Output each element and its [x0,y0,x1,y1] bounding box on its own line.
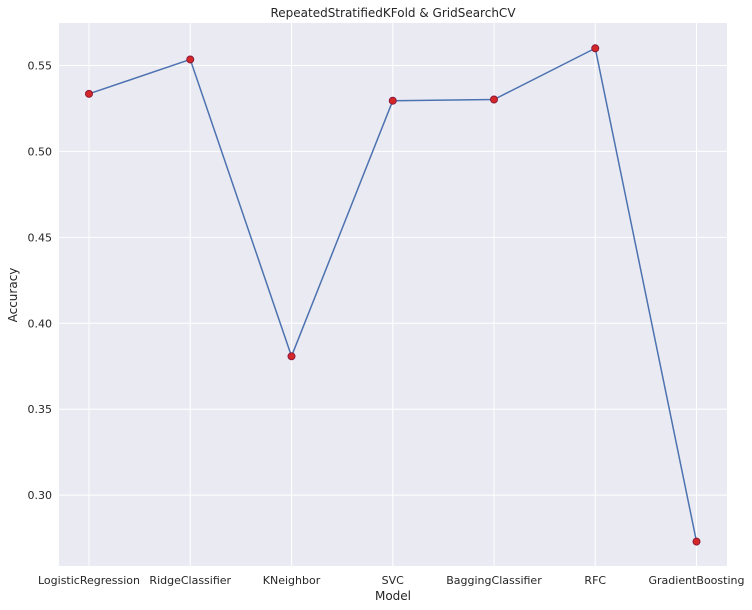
y-axis-label: Accuracy [6,268,20,323]
x-tick-label: RFC [584,574,606,587]
data-point [388,96,397,105]
y-tick-label: 0.55 [28,59,53,72]
x-tick-label: LogisticRegression [38,574,140,587]
y-tick-label: 0.35 [28,403,53,416]
series-layer [85,44,701,546]
y-tick-label: 0.40 [28,317,53,330]
y-tick-label: 0.30 [28,489,53,502]
y-tick-label: 0.50 [28,145,53,158]
grid-lines [59,23,727,566]
x-tick-label: RidgeClassifier [149,574,231,587]
x-tick-label: SVC [382,574,405,587]
data-point [186,55,195,64]
x-tick-label: GradientBoosting [649,574,745,587]
y-tick-label: 0.45 [28,231,53,244]
chart-title: RepeatedStratifiedKFold & GridSearchCV [270,6,516,20]
x-axis-label: Model [375,589,411,603]
x-tick-label: BaggingClassifier [446,574,542,587]
data-point [591,44,600,53]
data-point [490,95,498,104]
y-tick-labels: 0.30 0.35 0.40 0.45 0.50 0.55 [28,59,53,502]
data-point [692,537,701,546]
data-point [287,352,296,361]
x-tick-label: KNeighbor [263,574,321,587]
data-point [85,89,93,98]
x-tick-labels: LogisticRegression RidgeClassifier KNeighb… [38,574,744,587]
